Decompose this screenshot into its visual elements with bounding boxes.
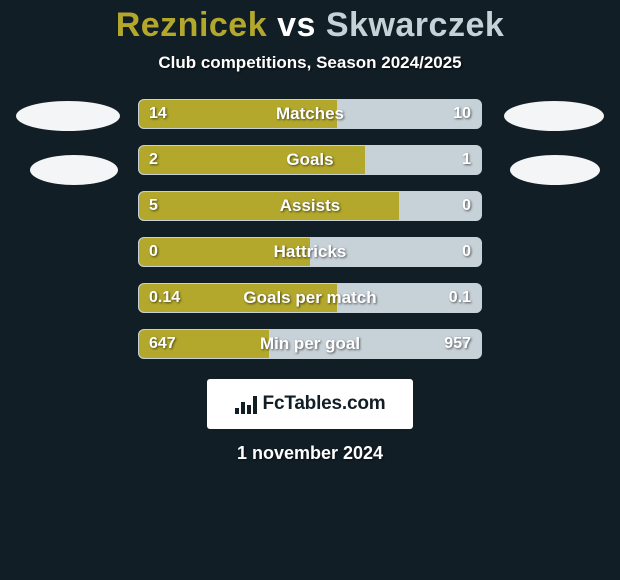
player1-photo-column xyxy=(16,99,120,185)
stat-value-left: 0.14 xyxy=(149,284,180,312)
stat-row: 1410Matches xyxy=(138,99,482,129)
stat-value-right: 10 xyxy=(453,100,471,128)
stat-fill-left xyxy=(139,192,399,220)
stat-row: 50Assists xyxy=(138,191,482,221)
stat-value-left: 0 xyxy=(149,238,158,266)
brand-badge: FcTables.com xyxy=(207,379,413,429)
player2-photo-column xyxy=(500,99,604,185)
comparison-infographic: Reznicek vs Skwarczek Club competitions,… xyxy=(0,0,620,464)
title: Reznicek vs Skwarczek xyxy=(116,6,505,45)
stat-row: 00Hattricks xyxy=(138,237,482,267)
stat-row: 647957Min per goal xyxy=(138,329,482,359)
columns: 1410Matches21Goals50Assists00Hattricks0.… xyxy=(0,99,620,359)
date-text: 1 november 2024 xyxy=(237,443,383,464)
player1-photo-placeholder xyxy=(16,101,120,131)
subtitle: Club competitions, Season 2024/2025 xyxy=(158,53,461,73)
stat-bars: 1410Matches21Goals50Assists00Hattricks0.… xyxy=(138,99,482,359)
player2-photo-placeholder xyxy=(510,155,600,185)
player1-name: Reznicek xyxy=(116,6,267,44)
player2-photo-placeholder xyxy=(504,101,604,131)
stat-value-left: 14 xyxy=(149,100,167,128)
brand-bars-icon xyxy=(235,394,257,414)
stat-row: 21Goals xyxy=(138,145,482,175)
stat-value-left: 647 xyxy=(149,330,176,358)
stat-fill-left xyxy=(139,100,337,128)
player1-photo-placeholder xyxy=(30,155,118,185)
player2-name: Skwarczek xyxy=(326,6,504,44)
brand-text: FcTables.com xyxy=(263,393,386,415)
stat-value-left: 2 xyxy=(149,146,158,174)
stat-value-right: 0.1 xyxy=(449,284,471,312)
stat-value-right: 1 xyxy=(462,146,471,174)
stat-value-left: 5 xyxy=(149,192,158,220)
stat-value-right: 0 xyxy=(462,192,471,220)
vs-separator: vs xyxy=(277,6,316,44)
stat-fill-left xyxy=(139,238,310,266)
stat-fill-left xyxy=(139,146,365,174)
stat-value-right: 957 xyxy=(444,330,471,358)
stat-row: 0.140.1Goals per match xyxy=(138,283,482,313)
stat-value-right: 0 xyxy=(462,238,471,266)
